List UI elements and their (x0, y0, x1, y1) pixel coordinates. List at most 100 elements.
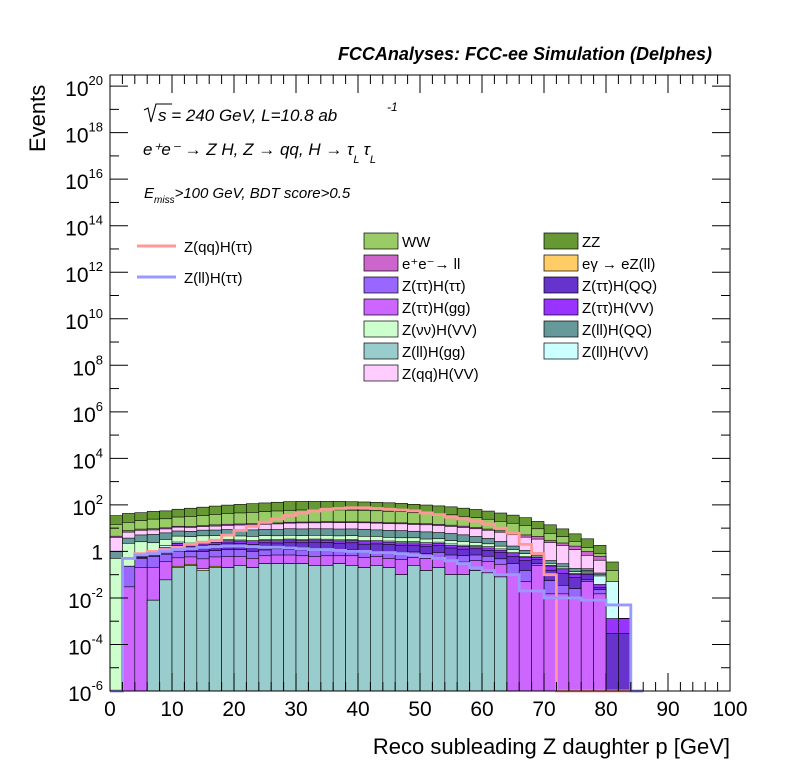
stack-bar (258, 563, 272, 692)
y-tick-label: 1020 (65, 73, 103, 101)
annotation-selection: Emiss>100 GeV, BDT score>0.5 (144, 185, 351, 206)
signal-lines (110, 506, 644, 693)
stack-bar (543, 593, 557, 692)
legend-line-label: Z(ll)H(ττ) (184, 270, 243, 287)
annotation-tau-2: τ (364, 140, 372, 159)
legend-swatch (363, 342, 399, 360)
stack-bar (444, 574, 458, 692)
y-tick-label: 10-4 (68, 631, 103, 659)
y-tick-label: 106 (72, 399, 103, 427)
stack-bar (283, 563, 297, 692)
x-tick-label: 50 (408, 698, 431, 721)
axis-ticks: 0 10 20 30 40 50 60 70 80 90 100102010181016101410… (65, 73, 747, 721)
legend-line-label: Z(qq)H(ττ) (184, 239, 253, 256)
stacked-histogram (109, 501, 632, 692)
stack-bar (419, 570, 433, 692)
legend-swatch (363, 232, 399, 250)
legend-label: e⁺e⁻→ ll (402, 256, 460, 273)
annotation-process: e⁺e⁻ → Z H, Z → qq, H → τLτL (143, 140, 376, 166)
y-tick-label: 1018 (65, 120, 103, 148)
stack-bar (394, 574, 408, 692)
x-tick-label: 60 (470, 698, 493, 721)
stack-bar (332, 563, 346, 692)
stack-bar (382, 567, 396, 692)
stack-bar (481, 572, 495, 692)
stack-bar (134, 567, 148, 692)
stack-bar (556, 593, 570, 692)
x-tick-label: 30 (284, 698, 307, 721)
stack-bar (345, 565, 359, 692)
y-tick-label: 1016 (65, 166, 103, 194)
x-tick-label: 70 (532, 698, 555, 721)
x-tick-label: 100 (712, 698, 747, 721)
legend-label: Z(ττ)H(VV) (582, 300, 654, 317)
legend-swatch (363, 320, 399, 338)
legend-label: WW (402, 234, 431, 251)
stack-bar (580, 581, 594, 692)
signal-line-0 (110, 506, 644, 693)
stack-bar (494, 576, 508, 692)
legend-label: Z(ττ)H(gg) (402, 300, 471, 317)
annotation-lumi-exponent: -1 (387, 100, 398, 114)
annotation-process-text: e⁺e⁻ → Z H, Z → qq, H → τ (143, 140, 355, 159)
stack-bar (184, 565, 198, 692)
stack-bar (270, 563, 284, 692)
x-tick-label: 80 (594, 698, 617, 721)
x-tick-label: 10 (160, 698, 183, 721)
legend-swatch (363, 276, 399, 294)
legend-label: Z(ττ)H(ττ) (402, 278, 466, 295)
stack-bar (122, 586, 136, 692)
stack-bar (196, 570, 210, 692)
legend-label: Z(ττ)H(QQ) (582, 278, 657, 295)
y-tick-label: 1012 (65, 259, 103, 287)
legend-swatch (543, 342, 579, 360)
y-tick-label: 1010 (65, 306, 103, 334)
stack-bar (357, 567, 371, 692)
legend-swatch (363, 298, 399, 316)
y-tick-label: 102 (72, 492, 103, 520)
legend-label: Z(ll)H(gg) (402, 344, 465, 361)
legend-label: Z(ll)H(QQ) (582, 322, 652, 339)
legend-label: Z(qq)H(VV) (402, 366, 479, 383)
chart-title: FCCAnalyses: FCC-ee Simulation (Delphes) (338, 44, 712, 64)
x-tick-label: 20 (222, 698, 245, 721)
stack-bar (531, 565, 545, 692)
stack-bar (109, 558, 123, 692)
stack-bar (469, 570, 483, 692)
annotation-emiss-sub: miss (154, 195, 175, 206)
annotation-cut: >100 GeV, BDT score>0.5 (175, 185, 351, 202)
stack-bar (370, 565, 384, 692)
stack-bar (568, 597, 582, 692)
stack-bar (221, 567, 235, 692)
legend-swatch (543, 298, 579, 316)
legend-label: eγ → eZ(ll) (582, 256, 655, 273)
sqrt-symbol (143, 103, 172, 123)
stack-bar (159, 579, 173, 692)
stack-bar (295, 563, 309, 692)
legend-swatch (363, 364, 399, 382)
legend: Z(qq)H(ττ) Z(ll)H(ττ) WW e⁺e⁻→ ll Z(ττ)H(ττ)… (137, 232, 657, 383)
stack-bar (246, 567, 260, 692)
stack-bar (432, 567, 446, 692)
legend-label: ZZ (582, 234, 600, 251)
y-tick-label: 10-6 (68, 678, 103, 706)
signal-line-1 (110, 544, 644, 693)
x-tick-label: 90 (656, 698, 679, 721)
stack-bar (506, 574, 520, 692)
legend-label: Z(ll)H(VV) (582, 344, 649, 361)
stack-bar (456, 574, 470, 692)
y-tick-label: 1 (91, 541, 103, 564)
y-tick-label: 1014 (65, 213, 103, 241)
legend-label: Z(νν)H(VV) (402, 322, 477, 339)
y-tick-label: 108 (72, 352, 103, 380)
y-tick-label: 104 (72, 445, 103, 473)
stack-bar (593, 593, 607, 692)
stack-bar (320, 565, 334, 692)
stack-bar (146, 599, 160, 692)
x-tick-label: 40 (346, 698, 369, 721)
stack-bar (233, 565, 247, 692)
annotation-process-sub-2: L (370, 154, 376, 166)
stack-bar (605, 633, 619, 692)
stack-bar (308, 565, 322, 692)
legend-swatch (543, 232, 579, 250)
